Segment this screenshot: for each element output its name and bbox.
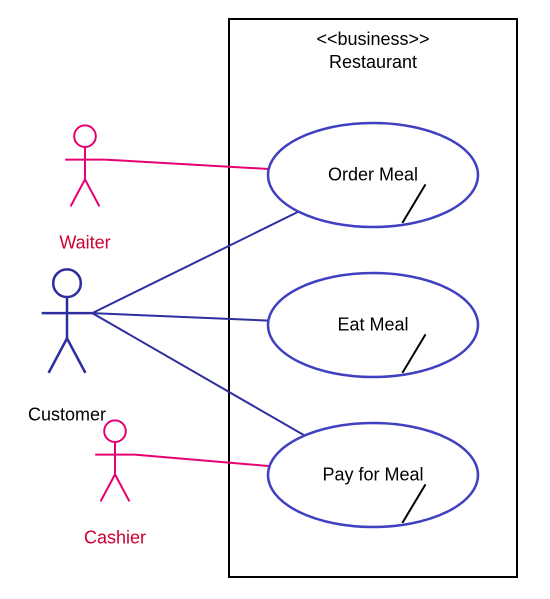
- actor-cashier-label: Cashier: [84, 528, 146, 549]
- actor-waiter: [65, 125, 105, 206]
- usecase-eat-label: Eat Meal: [337, 315, 408, 336]
- usecase-pay-label: Pay for Meal: [322, 465, 423, 486]
- actor-cashier: [95, 420, 135, 501]
- actor-waiter-label: Waiter: [59, 233, 110, 254]
- actor-customer: [42, 269, 93, 373]
- diagram-canvas: <<business>> Restaurant Order MealEat Me…: [0, 0, 550, 599]
- actors-layer: [0, 0, 550, 599]
- actor-customer-label: Customer: [28, 405, 106, 426]
- usecase-order-label: Order Meal: [328, 165, 418, 186]
